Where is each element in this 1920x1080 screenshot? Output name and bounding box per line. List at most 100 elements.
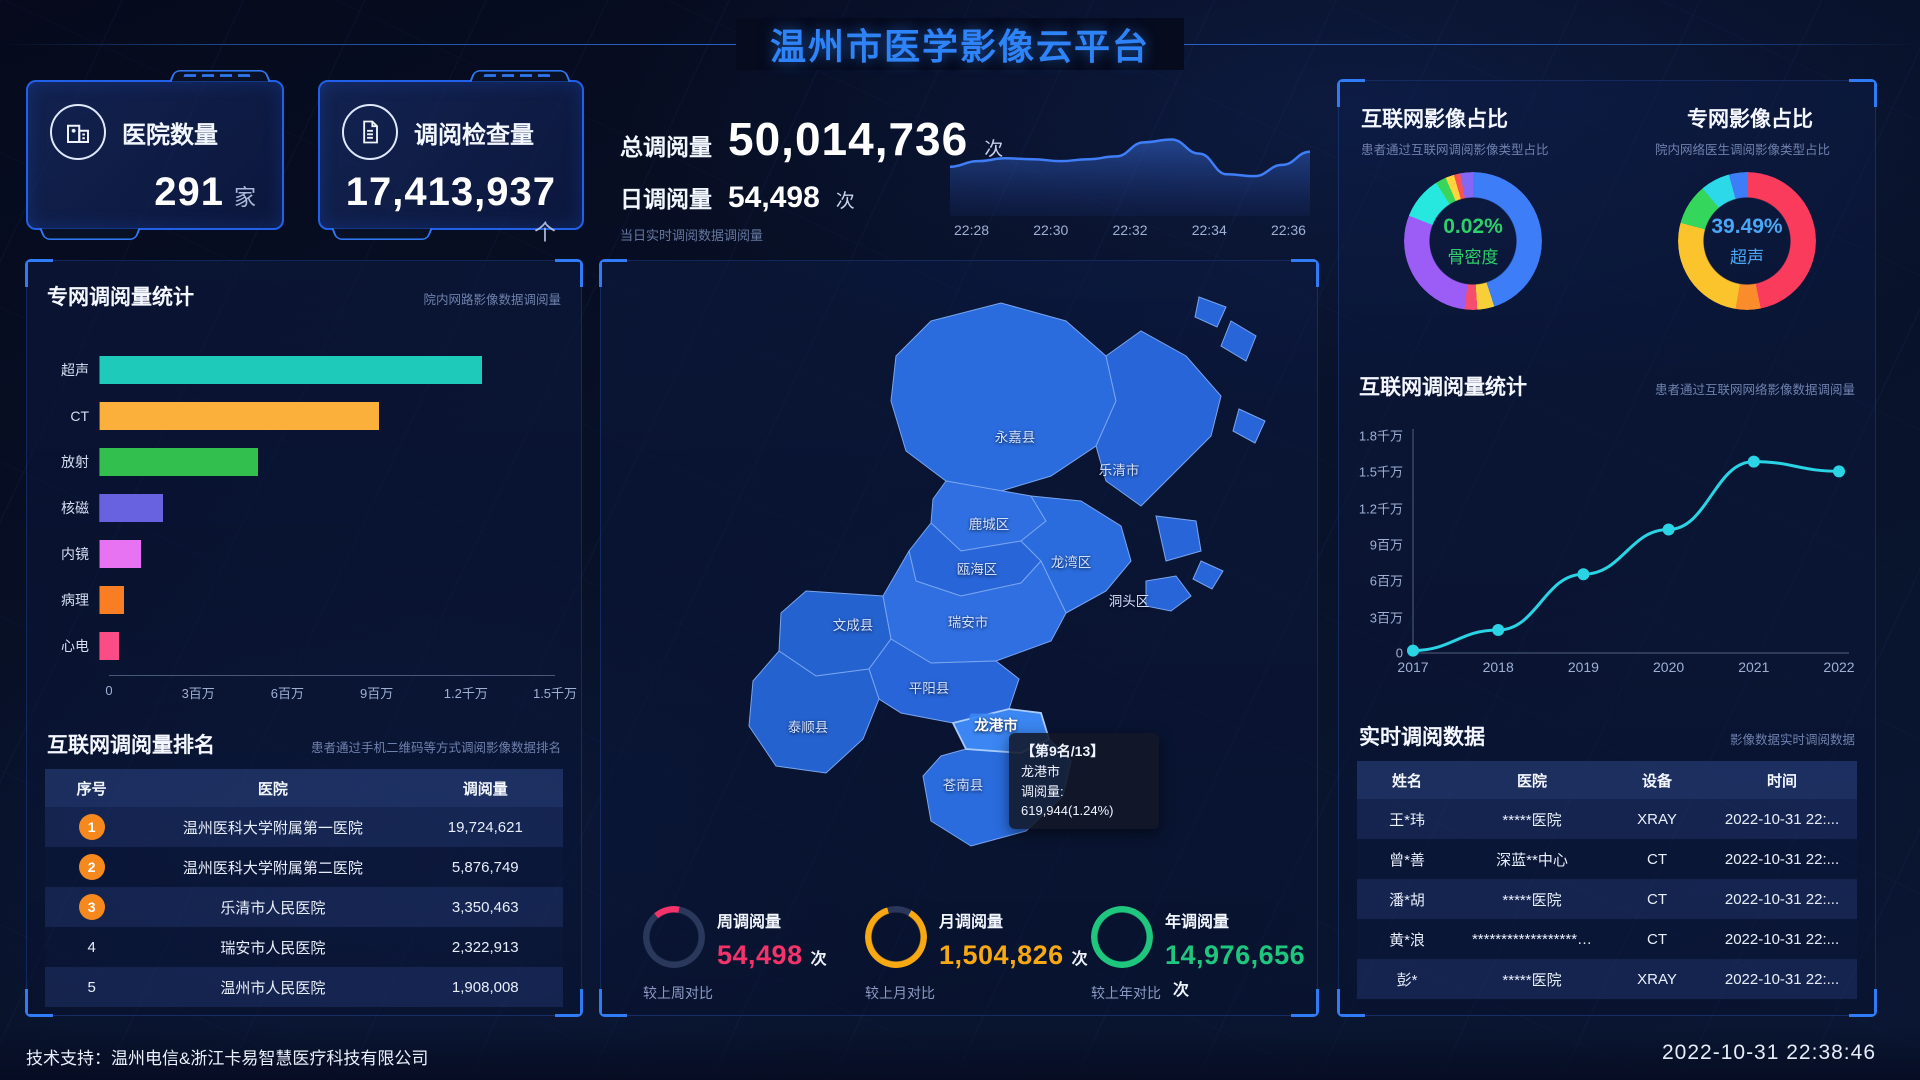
daily-views-unit: 次	[835, 191, 855, 212]
line-data-point[interactable]	[1492, 623, 1505, 636]
bar-row: 内镜	[47, 531, 555, 577]
stat-card-label: 调阅检查量	[414, 121, 534, 149]
month-views-unit: 次	[1071, 951, 1089, 968]
hospital-cell: 乐清市人民医院	[220, 899, 326, 917]
device-cell: CT	[1647, 930, 1667, 948]
table-row[interactable]: 曾*善 深蓝**中心 CT 2022-10-31 22:...	[1357, 839, 1857, 879]
map-island[interactable]	[1220, 320, 1257, 362]
map-island[interactable]	[1232, 408, 1266, 444]
map-island[interactable]	[1192, 560, 1224, 590]
spark-x-label: 22:30	[1033, 222, 1069, 238]
wenzhou-map[interactable]	[601, 261, 1319, 881]
line-data-point[interactable]	[1407, 644, 1419, 657]
hospital-cell: 温州医科大学附属第一医院	[182, 819, 363, 837]
bar-x-tick: 6百万	[270, 686, 305, 701]
map-region-瑞安市[interactable]	[882, 549, 1067, 664]
bar-chart[interactable]: 超声 CT 放射 核磁 内镜 病理 心电	[47, 347, 555, 669]
bar-chart-xticks: 0 3百万 6百万 9百万 1.2千万 1.5千万	[105, 683, 577, 703]
line-data-point[interactable]	[1833, 465, 1845, 478]
daily-views-value: 54,498	[728, 181, 820, 214]
time-cell: 2022-10-31 22:...	[1724, 970, 1840, 988]
map-region-洞头区[interactable]	[1145, 575, 1192, 612]
bar-category-label: 超声	[61, 362, 89, 378]
bar[interactable]	[100, 356, 483, 384]
ranking-table: 序号 医院 调阅量 1 温州医科大学附属第一医院 19,724,621 2 温州医科大学附属第…	[45, 769, 563, 1007]
bar[interactable]	[100, 448, 258, 476]
stat-card-label: 医院数量	[122, 121, 218, 149]
bar[interactable]	[100, 494, 163, 522]
private-share-subtitle: 院内网络医生调阅影像类型占比	[1655, 143, 1831, 157]
realtime-subtitle: 影像数据实时调阅数据	[1729, 733, 1855, 747]
hospital-cell: *****医院	[1502, 891, 1562, 909]
card-notch	[39, 228, 141, 240]
realtime-table: 姓名 医院 设备 时间 王*玮 *****医院 XRAY 2022-10-31 22:... 曾…	[1357, 761, 1857, 999]
map-tooltip: 【第9名/13】 龙港市 调阅量: 619,944(1.24%)	[1009, 733, 1159, 829]
footer-support-text: 技术支持：温州电信&浙江卡易智慧医疗科技有限公司	[26, 1049, 429, 1068]
column-header: 医院	[257, 780, 288, 798]
year-views-unit: 次	[1173, 982, 1190, 999]
line-chart-subtitle: 患者通过互联网网络影像数据调阅量	[1654, 383, 1855, 397]
ranking-subtitle: 患者通过手机二维码等方式调阅影像数据排名	[310, 741, 561, 755]
bar-x-tick: 0	[105, 683, 113, 698]
week-compare-label: 较上周对比	[643, 985, 713, 1001]
bar-row: 核磁	[47, 485, 555, 531]
line-data-point[interactable]	[1662, 523, 1675, 536]
table-row[interactable]: 黄*浪 ******************… CT 2022-10-31 22:..…	[1357, 919, 1857, 959]
footer-datetime: 2022-10-31 22:38:46	[1662, 1041, 1876, 1064]
stat-card-exam-count: 调阅检查量 17,413,937 个	[318, 70, 584, 245]
patient-cell: 彭*	[1396, 971, 1418, 989]
month-views-label: 月调阅量	[939, 914, 1004, 931]
table-row[interactable]: 4 瑞安市人民医院 2,322,913	[45, 927, 563, 967]
bar[interactable]	[100, 632, 120, 660]
device-cell: XRAY	[1637, 970, 1677, 988]
table-row[interactable]: 1 温州医科大学附属第一医院 19,724,621	[45, 807, 563, 847]
table-row[interactable]: 潘*胡 *****医院 CT 2022-10-31 22:...	[1357, 879, 1857, 919]
bar[interactable]	[100, 402, 380, 430]
bar-track	[99, 540, 555, 568]
line-data-point[interactable]	[1577, 568, 1590, 581]
line-data-point[interactable]	[1747, 455, 1760, 468]
spark-x-label: 22:36	[1270, 222, 1306, 238]
table-row[interactable]: 5 温州市人民医院 1,908,008	[45, 967, 563, 1007]
count-cell: 19,724,621	[447, 818, 523, 836]
private-share-donut[interactable]: 39.49% 超声	[1678, 172, 1816, 310]
time-cell: 2022-10-31 22:...	[1724, 930, 1840, 948]
internet-share-donut[interactable]: 0.02% 骨密度	[1404, 172, 1542, 310]
map-region-龙湾区[interactable]	[1020, 495, 1132, 614]
table-row[interactable]: 2 温州医科大学附属第二医院 5,876,749	[45, 847, 563, 887]
month-gauge-letter: 月	[884, 926, 907, 951]
map-region-泰顺县[interactable]	[748, 650, 880, 774]
bar-category-label: 内镜	[61, 546, 89, 562]
map-tooltip-name: 龙港市	[1021, 764, 1061, 779]
line-y-tick: 1.8千万	[1358, 428, 1403, 444]
internet-share-subtitle: 患者通过互联网调阅影像类型占比	[1361, 143, 1549, 157]
bar[interactable]	[100, 540, 141, 568]
week-views-label: 周调阅量	[717, 914, 782, 931]
table-row[interactable]: 3 乐清市人民医院 3,350,463	[45, 887, 563, 927]
bar-chart-subtitle: 院内网路影像数据调阅量	[423, 293, 561, 307]
bar-row: 放射	[47, 439, 555, 485]
map-region-永嘉县[interactable]	[890, 302, 1117, 492]
totals-block: 总调阅量 50,014,736 次 日调阅量 54,498 次 当日实时调阅数据…	[620, 112, 1003, 244]
table-row[interactable]: 王*玮 *****医院 XRAY 2022-10-31 22:...	[1357, 799, 1857, 839]
private-share-title: 专网影像占比	[1687, 108, 1813, 131]
table-row[interactable]: 彭* *****医院 XRAY 2022-10-31 22:...	[1357, 959, 1857, 999]
hospital-cell: *****医院	[1502, 811, 1562, 829]
page-title: 温州市医学影像云平台	[735, 18, 1185, 70]
internet-line-chart[interactable]: 0 3百万 6百万 9百万 1.2千万 1.5千万 1.8千万 2017 2018 2019 202…	[1351, 421, 1865, 681]
realtime-trend-xaxis: 22:28 22:30 22:32 22:34 22:36	[950, 222, 1310, 238]
count-cell: 5,876,749	[451, 858, 519, 876]
realtime-trend-chart[interactable]	[949, 108, 1311, 216]
bar[interactable]	[100, 586, 125, 614]
bar-category-label: 放射	[61, 454, 89, 470]
total-views-value: 50,014,736	[728, 113, 969, 165]
donut-percent: 39.49%	[1711, 214, 1783, 238]
spark-x-label: 22:34	[1191, 222, 1227, 238]
device-cell: XRAY	[1637, 810, 1677, 828]
patient-cell: 黄*浪	[1389, 931, 1425, 949]
map-island[interactable]	[1194, 296, 1227, 328]
map-region-乐清市[interactable]	[1095, 330, 1222, 507]
year-views-label: 年调阅量	[1165, 914, 1230, 931]
ranking-title: 互联网调阅量排名	[47, 734, 215, 757]
map-island[interactable]	[1155, 515, 1202, 562]
